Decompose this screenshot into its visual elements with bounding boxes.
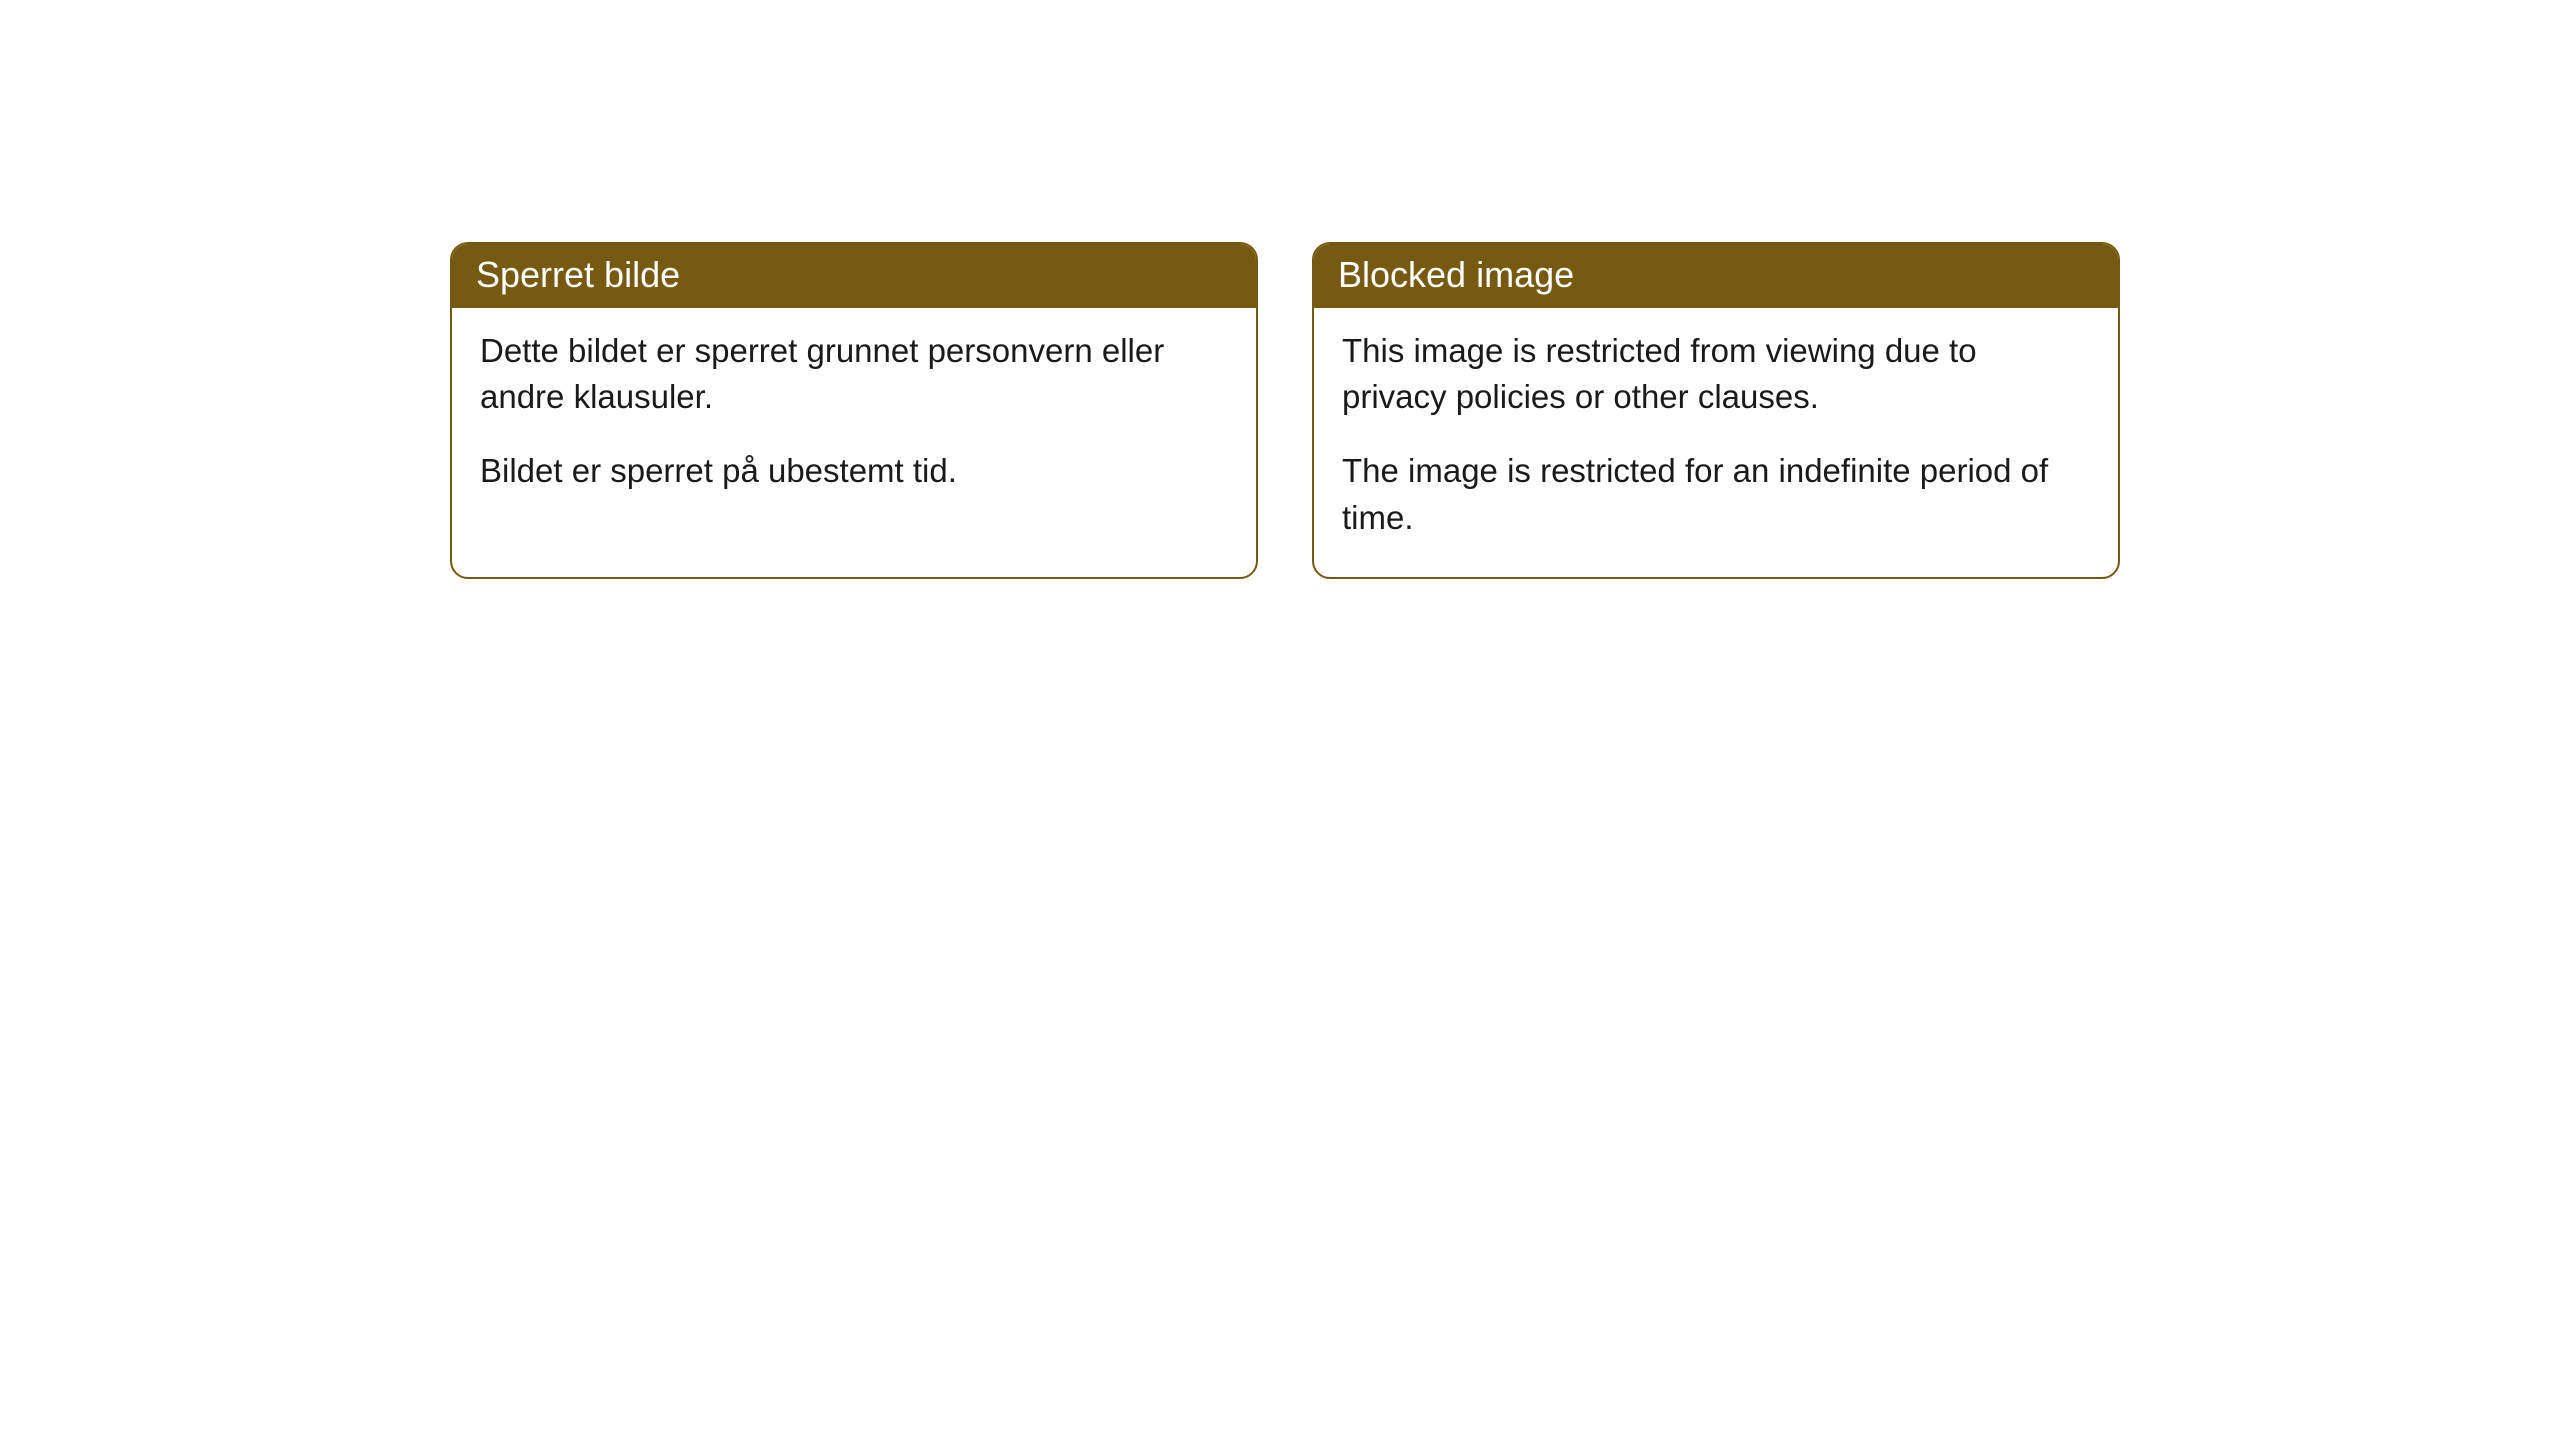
card-body: Dette bildet er sperret grunnet personve… <box>452 308 1256 531</box>
card-paragraph: Bildet er sperret på ubestemt tid. <box>480 448 1228 494</box>
notice-card-english: Blocked image This image is restricted f… <box>1312 242 2120 579</box>
card-body: This image is restricted from viewing du… <box>1314 308 2118 577</box>
notice-container: Sperret bilde Dette bildet er sperret gr… <box>0 0 2560 579</box>
card-title: Blocked image <box>1338 254 1574 295</box>
card-header: Sperret bilde <box>452 244 1256 308</box>
card-paragraph: This image is restricted from viewing du… <box>1342 328 2090 420</box>
card-header: Blocked image <box>1314 244 2118 308</box>
card-title: Sperret bilde <box>476 254 680 295</box>
card-paragraph: Dette bildet er sperret grunnet personve… <box>480 328 1228 420</box>
notice-card-norwegian: Sperret bilde Dette bildet er sperret gr… <box>450 242 1258 579</box>
card-paragraph: The image is restricted for an indefinit… <box>1342 448 2090 540</box>
